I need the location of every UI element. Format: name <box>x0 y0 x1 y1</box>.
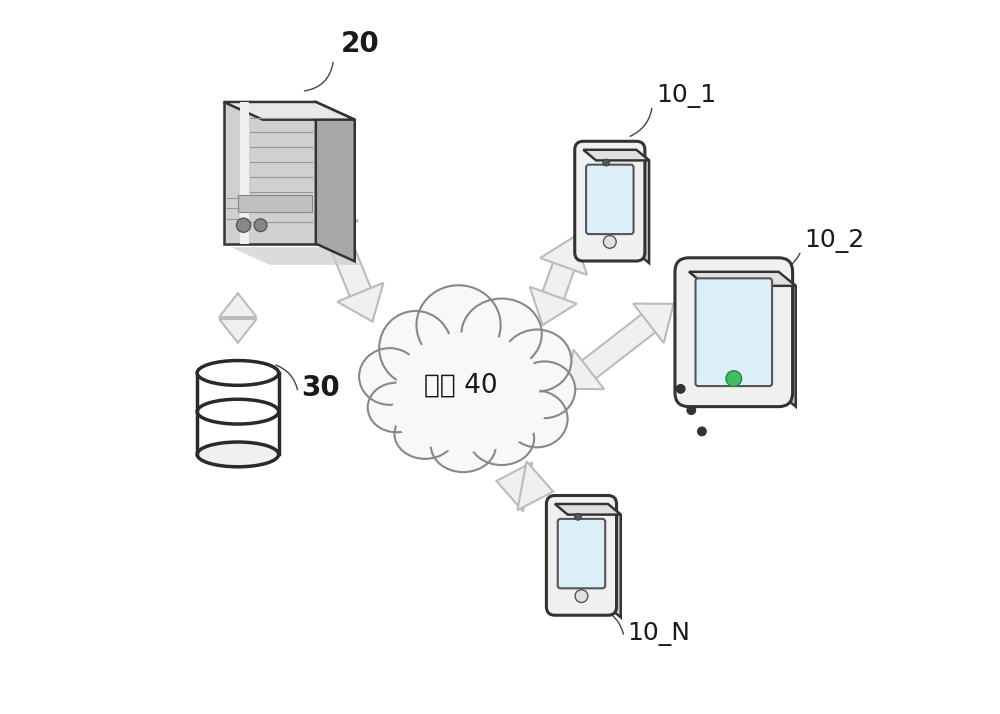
Text: 30: 30 <box>302 374 340 402</box>
Polygon shape <box>555 504 608 607</box>
Ellipse shape <box>461 298 542 369</box>
Polygon shape <box>316 102 355 261</box>
FancyBboxPatch shape <box>586 165 634 234</box>
Polygon shape <box>564 350 604 389</box>
Circle shape <box>686 405 696 415</box>
Polygon shape <box>689 272 796 286</box>
FancyBboxPatch shape <box>695 278 772 386</box>
FancyBboxPatch shape <box>575 141 645 261</box>
Polygon shape <box>229 310 246 326</box>
FancyBboxPatch shape <box>675 258 793 407</box>
Polygon shape <box>555 504 621 515</box>
Text: 10_1: 10_1 <box>656 84 716 108</box>
Polygon shape <box>312 201 358 240</box>
Ellipse shape <box>394 409 456 459</box>
Ellipse shape <box>469 412 534 465</box>
Polygon shape <box>608 504 621 618</box>
Circle shape <box>697 426 707 436</box>
Polygon shape <box>240 102 249 243</box>
Ellipse shape <box>396 332 540 438</box>
Circle shape <box>575 590 588 603</box>
Polygon shape <box>219 319 257 343</box>
Polygon shape <box>530 287 577 325</box>
Polygon shape <box>238 196 312 213</box>
Polygon shape <box>517 461 553 511</box>
Ellipse shape <box>197 442 279 467</box>
Ellipse shape <box>506 391 568 448</box>
Polygon shape <box>321 217 375 306</box>
Polygon shape <box>224 102 316 243</box>
Circle shape <box>603 236 616 248</box>
Polygon shape <box>219 293 257 317</box>
Ellipse shape <box>514 361 575 418</box>
Circle shape <box>236 218 251 232</box>
Circle shape <box>726 371 742 386</box>
FancyBboxPatch shape <box>546 496 617 615</box>
Polygon shape <box>496 463 532 511</box>
Polygon shape <box>224 102 355 120</box>
Polygon shape <box>689 272 779 393</box>
Polygon shape <box>197 373 279 454</box>
Polygon shape <box>633 303 674 343</box>
FancyBboxPatch shape <box>558 519 605 588</box>
Text: 10_N: 10_N <box>628 623 691 646</box>
Circle shape <box>603 159 610 166</box>
Circle shape <box>676 384 686 394</box>
Polygon shape <box>636 150 649 263</box>
Polygon shape <box>516 474 533 498</box>
Polygon shape <box>231 247 362 265</box>
Polygon shape <box>574 308 663 384</box>
Text: 20: 20 <box>341 31 379 59</box>
Ellipse shape <box>197 399 279 424</box>
Ellipse shape <box>359 348 420 405</box>
Ellipse shape <box>368 383 425 432</box>
Polygon shape <box>779 272 796 407</box>
Ellipse shape <box>197 361 279 386</box>
Ellipse shape <box>379 311 452 386</box>
Ellipse shape <box>431 419 496 472</box>
Ellipse shape <box>416 286 501 365</box>
Text: 10_2: 10_2 <box>805 229 865 253</box>
Polygon shape <box>583 150 649 161</box>
Polygon shape <box>540 236 587 275</box>
Polygon shape <box>583 150 636 253</box>
Polygon shape <box>539 253 578 308</box>
Ellipse shape <box>503 330 571 391</box>
Ellipse shape <box>392 372 545 452</box>
Text: 网络 40: 网络 40 <box>424 372 498 398</box>
Circle shape <box>574 513 581 521</box>
Circle shape <box>254 219 267 231</box>
Ellipse shape <box>392 336 545 452</box>
Polygon shape <box>337 283 383 321</box>
